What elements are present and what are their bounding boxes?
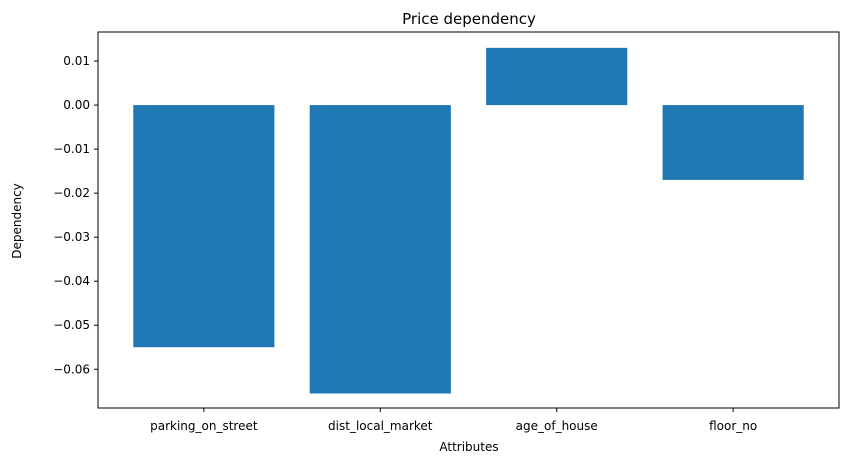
y-axis-label: Dependency [10,183,24,259]
y-axis-ticks: 0.01 0.00 −0.01 −0.02 −0.03 −0.04 −0.05 −0.06 [53,54,98,376]
y-tick-label: −0.04 [53,274,90,288]
x-tick-label: parking_on_street [150,419,258,433]
x-axis-label: Attributes [439,440,498,454]
x-tick-label: floor_no [709,419,757,433]
x-axis-ticks: parking_on_street dist_local_market age_of… [150,408,757,433]
bar-floor-no [662,105,804,180]
bar-dist-local-market [309,105,451,394]
y-tick-label: 0.00 [63,98,90,112]
y-tick-label: −0.06 [53,362,90,376]
x-tick-label: dist_local_market [328,419,433,433]
bars-group [133,47,804,394]
bar-age-of-house [486,47,628,106]
y-tick-label: −0.01 [53,142,90,156]
plot-frame [97,31,840,409]
y-tick-label: −0.02 [53,186,90,200]
x-tick-label: age_of_house [516,419,598,433]
chart-title: Price dependency [402,10,536,28]
bar-parking-on-street [133,105,275,348]
y-tick-label: −0.05 [53,318,90,332]
y-tick-label: 0.01 [63,54,90,68]
y-tick-label: −0.03 [53,230,90,244]
